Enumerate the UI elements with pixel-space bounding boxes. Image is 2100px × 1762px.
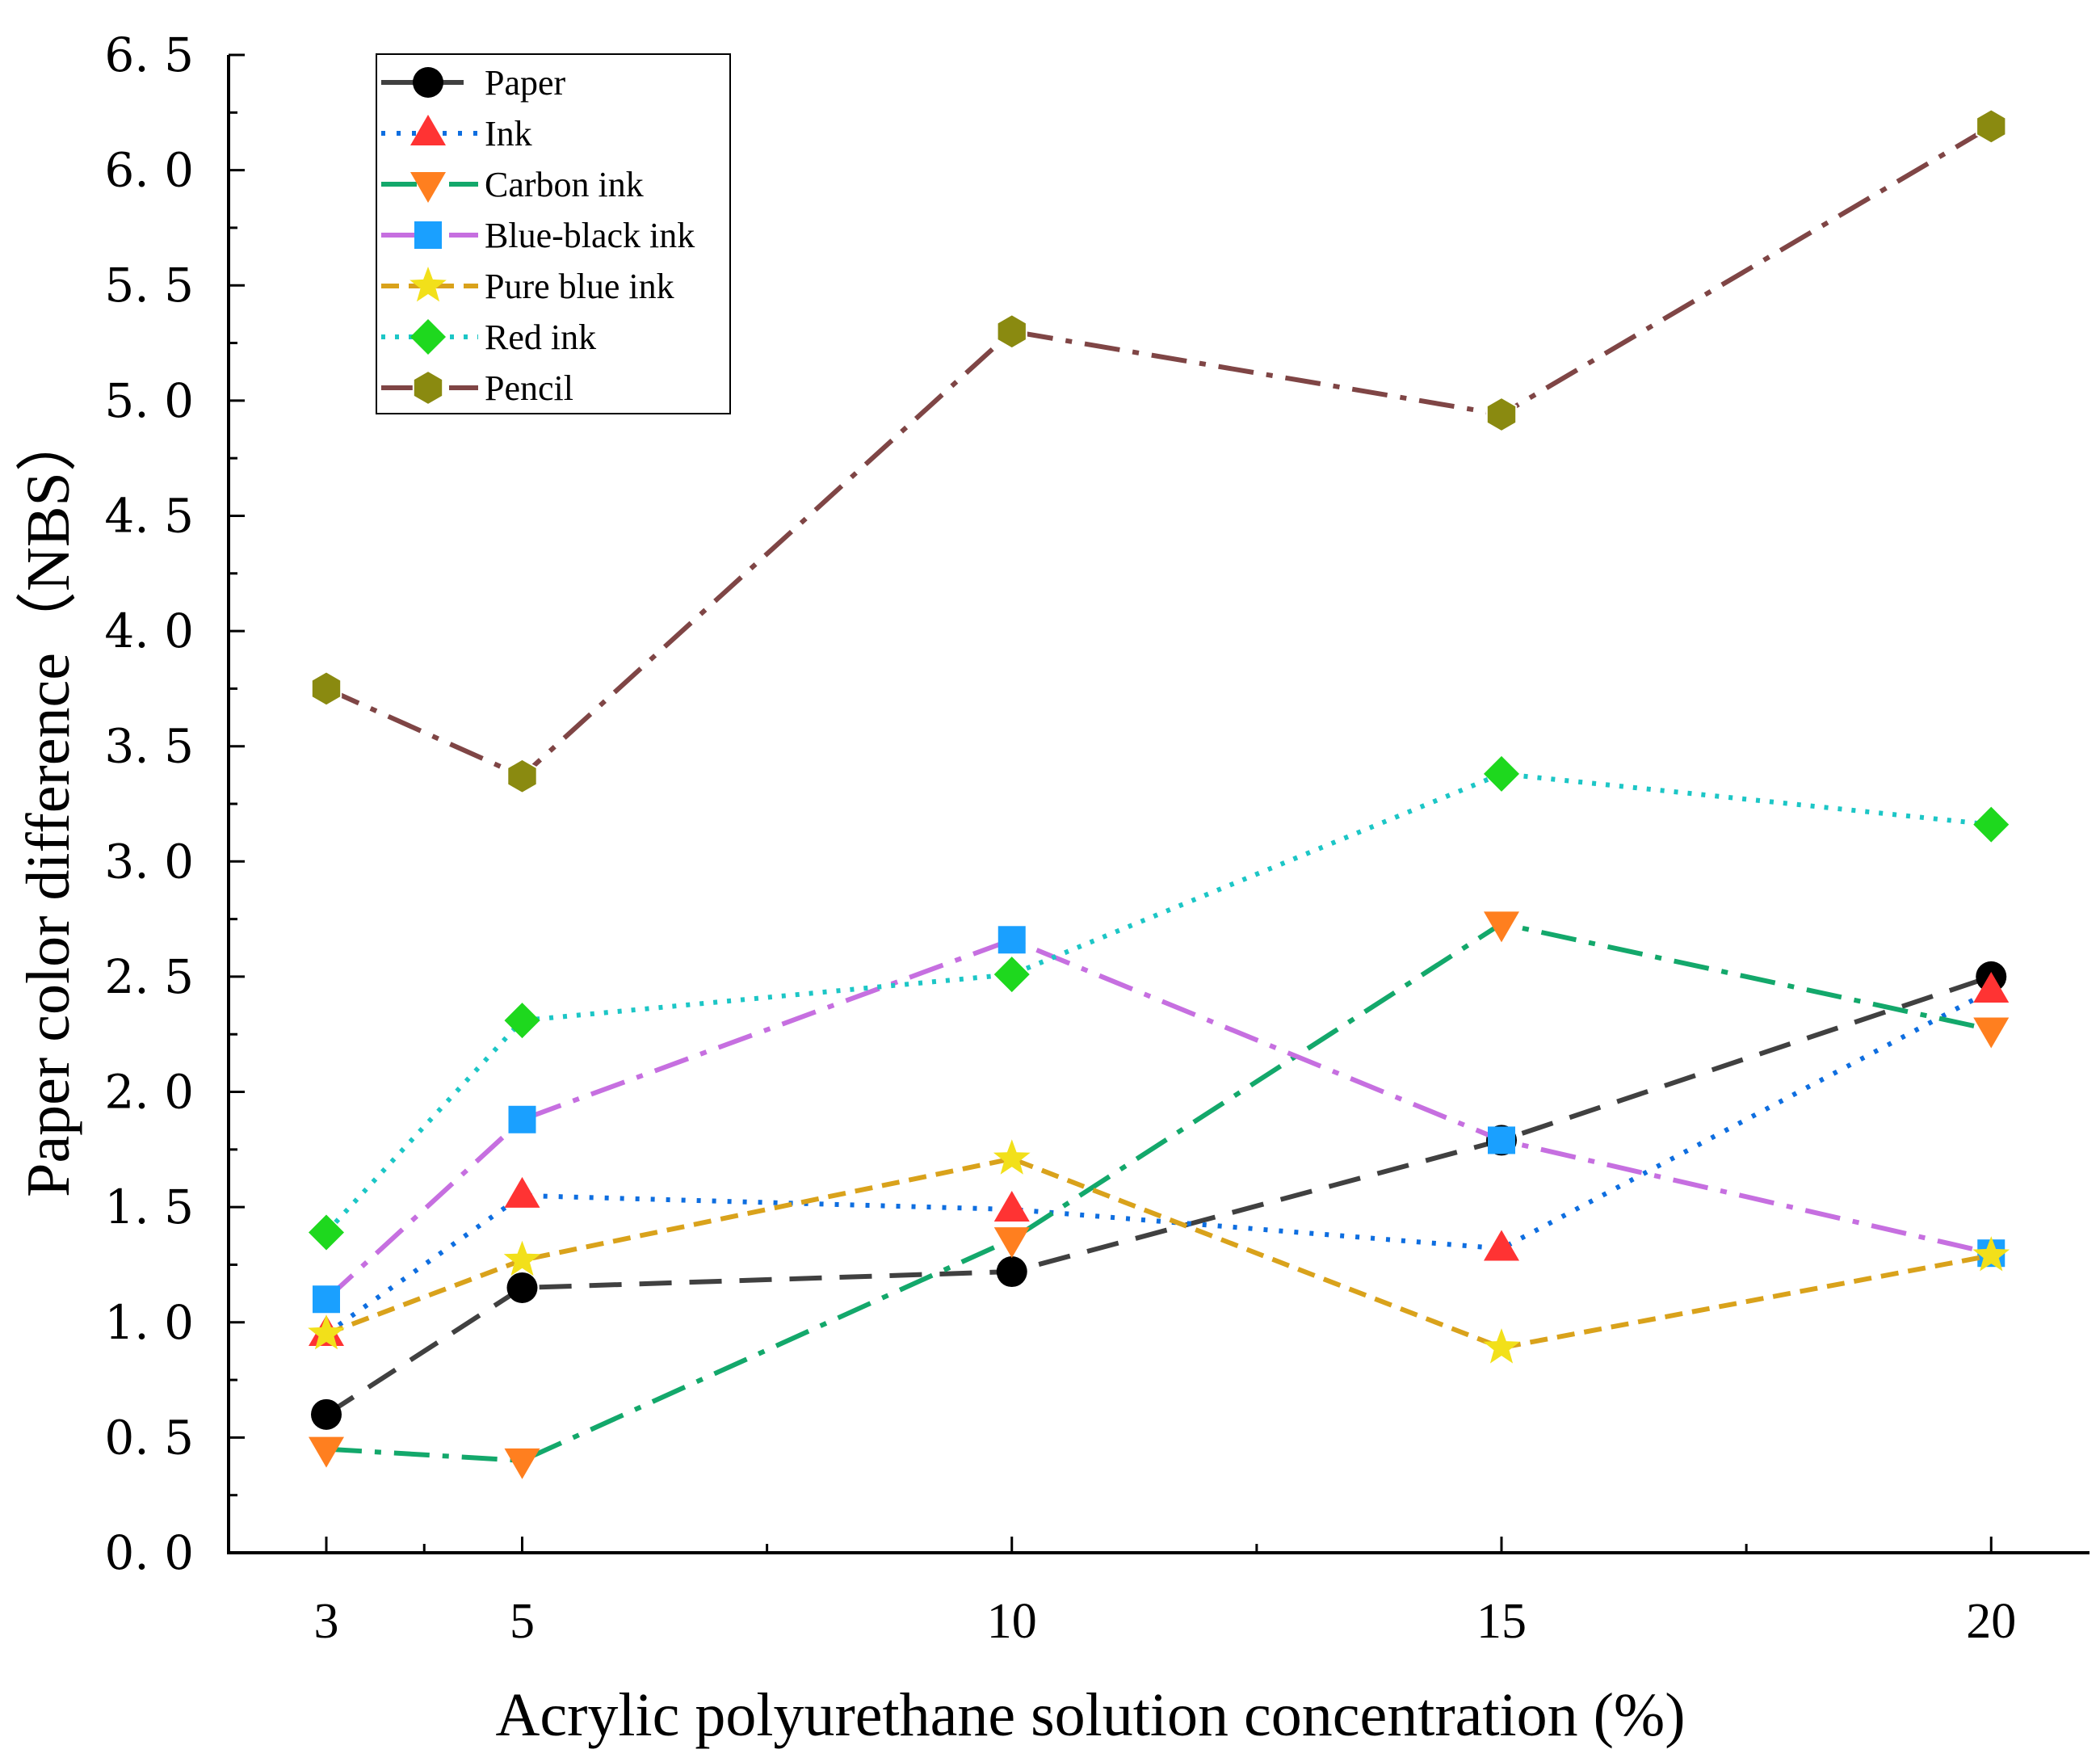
legend-marker	[413, 67, 443, 98]
legend-label: Paper	[485, 63, 566, 103]
legend-marker	[410, 172, 446, 203]
series-line	[325, 124, 1993, 780]
y-tick-label: 1. 5	[104, 1180, 194, 1234]
y-tick-label: 1. 0	[104, 1295, 194, 1350]
legend-item: Pure blue ink	[381, 267, 674, 306]
legend-item: Pencil	[381, 368, 573, 408]
legend-item: Paper	[381, 63, 566, 103]
data-point	[993, 957, 1030, 993]
legend-item: Red ink	[381, 317, 596, 357]
y-tick-label: 4. 5	[104, 488, 194, 543]
data-point	[1485, 396, 1518, 433]
series-red-ink	[309, 755, 2010, 1251]
y-tick-label: 0. 5	[104, 1410, 194, 1465]
legend-marker	[412, 369, 444, 406]
series-pure-blue-ink	[308, 1139, 2010, 1364]
data-point	[996, 1256, 1027, 1288]
data-point	[311, 1398, 342, 1430]
x-ticks: 3 5 10 15 20	[314, 1537, 2016, 1649]
data-point	[996, 313, 1027, 350]
data-point	[998, 926, 1026, 954]
data-point	[308, 1314, 345, 1350]
legend-marker	[410, 267, 447, 302]
data-point	[1483, 1328, 1520, 1364]
x-tick-label: 20	[1966, 1594, 2016, 1649]
x-tick-label: 3	[314, 1594, 339, 1649]
data-point	[503, 1240, 541, 1276]
data-point	[1488, 1126, 1515, 1154]
x-axis-title: Acrylic polyurethane solution concentrat…	[495, 1681, 1685, 1749]
data-point	[1976, 108, 2007, 145]
series-line	[325, 988, 1993, 1336]
legend-label: Blue-black ink	[485, 216, 695, 255]
y-tick-label: 3. 0	[104, 834, 194, 889]
series-line	[324, 771, 1992, 1234]
y-tick-label: 6. 0	[104, 143, 194, 198]
y-tick-label: 5. 5	[104, 258, 194, 313]
data-point	[1484, 911, 1519, 943]
legend-label: Ink	[485, 114, 532, 153]
y-tick-label: 2. 5	[104, 949, 194, 1004]
data-point	[1484, 755, 1519, 792]
data-point	[504, 1003, 540, 1039]
y-axis-title: Paper color difference（NBS）	[15, 410, 82, 1197]
data-point	[1973, 972, 2010, 1003]
series-carbon-ink	[309, 911, 2010, 1479]
data-point	[993, 1191, 1030, 1222]
x-tick-label: 5	[510, 1594, 535, 1649]
legend-marker	[410, 319, 446, 355]
series-line	[325, 1156, 1992, 1351]
y-tick-label: 3. 5	[104, 719, 194, 774]
series-line	[326, 921, 1992, 1463]
data-point	[313, 1285, 340, 1314]
legend-item: Carbon ink	[381, 165, 644, 204]
legend-marker	[410, 115, 446, 145]
data-point	[1973, 1017, 2010, 1049]
legend-marker	[414, 221, 442, 249]
data-point	[1973, 806, 2010, 843]
legend-label: Red ink	[485, 317, 596, 357]
data-point	[309, 1214, 344, 1251]
legend-label: Pencil	[485, 368, 573, 408]
y-tick-label: 2. 0	[104, 1065, 194, 1120]
legend-item: Blue-black ink	[381, 216, 695, 255]
legend-label: Carbon ink	[485, 165, 644, 204]
series-blue-black-ink	[313, 926, 2006, 1314]
series-ink	[309, 972, 2010, 1347]
x-tick-label: 15	[1476, 1594, 1527, 1649]
data-point	[506, 1272, 538, 1303]
data-point	[993, 1139, 1031, 1175]
data-point	[506, 758, 538, 794]
y-tick-label: 5. 0	[104, 373, 194, 428]
y-ticks: 0. 0 0. 5 1. 0 1. 5 2. 0 2. 5 3. 0 3. 5 4. 0 4. 5…	[104, 27, 245, 1580]
data-point	[508, 1105, 536, 1133]
y-tick-label: 4. 0	[104, 603, 194, 658]
data-point	[504, 1176, 540, 1208]
series-layer	[308, 108, 2010, 1479]
y-tick-label: 6. 5	[104, 27, 194, 82]
series-line	[324, 937, 1992, 1302]
series-pencil	[310, 108, 2007, 794]
legend-item: Ink	[381, 114, 532, 153]
data-point	[504, 1448, 540, 1479]
legend: Paper Ink Carbon ink Blue-black ink Pure blu…	[376, 53, 731, 414]
data-point	[1484, 1230, 1519, 1261]
data-point	[1972, 1236, 2010, 1272]
legend-label: Pure blue ink	[485, 267, 674, 306]
x-tick-label: 10	[987, 1594, 1037, 1649]
data-point	[993, 1227, 1030, 1259]
y-tick-label: 0. 0	[104, 1525, 194, 1580]
data-point	[309, 1436, 344, 1468]
data-point	[310, 671, 342, 707]
